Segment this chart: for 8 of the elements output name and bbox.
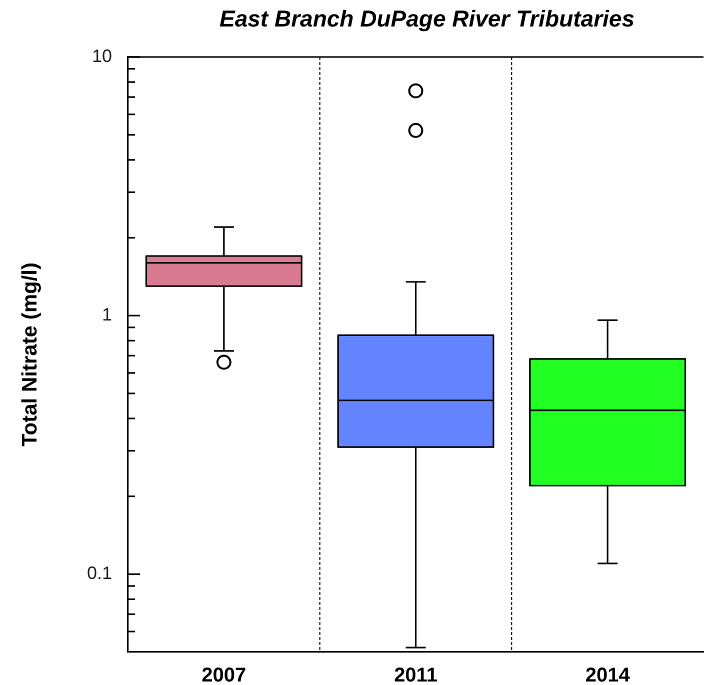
y-tick-label: 0.1 <box>86 563 112 584</box>
x-tick-label: 2007 <box>202 664 246 685</box>
y-axis-title: Total Nitrate (mg/l) <box>18 262 42 446</box>
x-tick-label: 2014 <box>585 664 631 685</box>
y-tick-label: 10 <box>92 46 112 66</box>
y-tick-label: 1 <box>102 304 112 325</box>
chart-title: East Branch DuPage River Tributaries <box>220 5 634 32</box>
x-tick-label: 2011 <box>394 664 438 685</box>
